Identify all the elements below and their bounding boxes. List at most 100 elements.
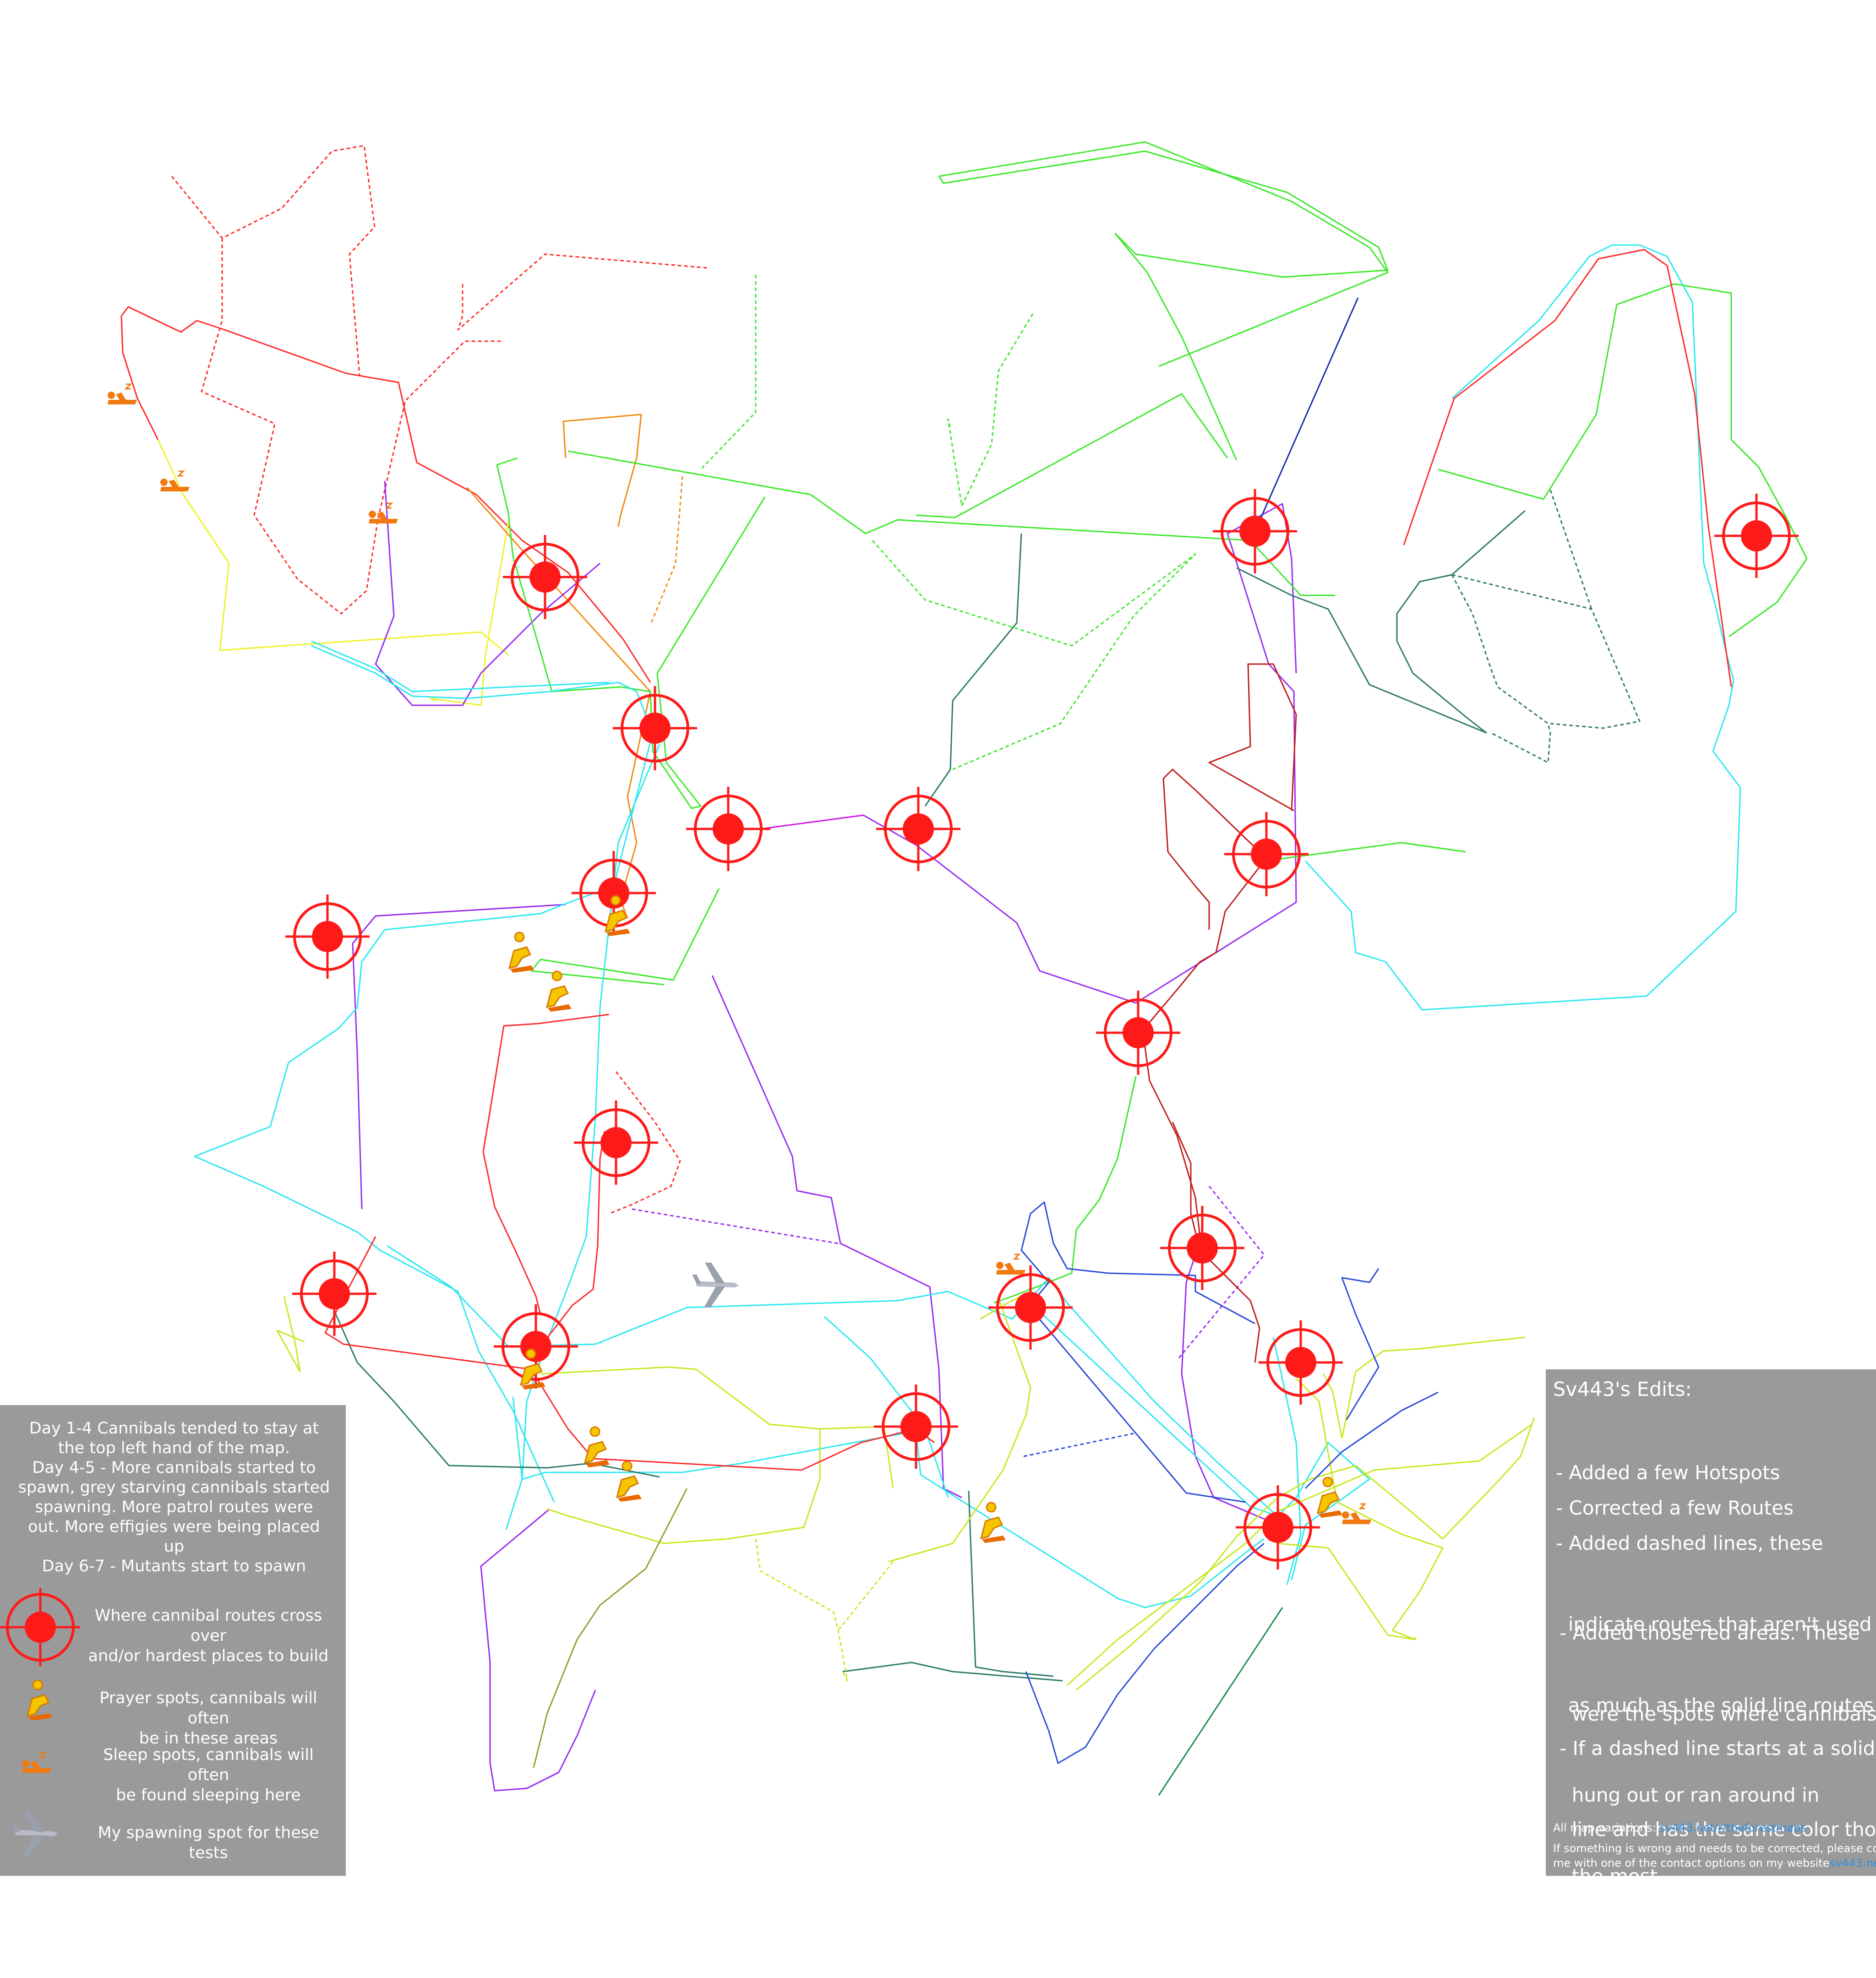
route-purple (480, 1508, 596, 1792)
route-purple (352, 904, 566, 1210)
route-olive (533, 1488, 688, 1768)
route-cyan (311, 640, 610, 692)
route-magenta (760, 814, 864, 830)
route-teal (842, 1662, 1063, 1682)
hotspot-target-icon (874, 1384, 958, 1469)
hotspot-target-icon (1096, 991, 1180, 1075)
days-line: out. More effigies were being placed (28, 1518, 320, 1536)
route-purple-dashed (632, 1208, 839, 1244)
route-cyan (1304, 244, 1741, 1011)
legend-panel: Day 1-4 Cannibals tended to stay at the … (0, 1405, 346, 1876)
route-red (324, 1236, 935, 1471)
route-lime (547, 1429, 821, 1544)
route-red (540, 1131, 605, 1347)
sleep-spot-icon (107, 383, 138, 405)
crosshair-target-icon (0, 1588, 80, 1666)
route-lime (980, 1295, 1022, 1320)
legend-prayer-row: Prayer spots, cannibals will often be in… (0, 1666, 346, 1748)
hotspot-target-icon (285, 894, 370, 979)
prayer-spot-icon (546, 970, 573, 1013)
route-lime-dashed (837, 1561, 894, 1631)
route-darkgreen (1158, 1607, 1283, 1796)
route-green (496, 457, 766, 809)
prayer-spot-icon (584, 1426, 611, 1468)
hotspot-target-icon (876, 787, 960, 871)
route-lime (276, 1296, 305, 1373)
prayer-spot-icon (508, 932, 535, 974)
edits-item: - Corrected a few Routes (1556, 1497, 1794, 1519)
legend-prayer-text: Prayer spots, cannibals will often be in… (99, 1689, 317, 1748)
edits-title: Sv443's Edits: (1553, 1378, 1692, 1401)
route-green (916, 393, 1228, 518)
route-cyan (823, 1316, 949, 1498)
footer-note-1: If something is wrong and needs to be co… (1553, 1842, 1876, 1855)
route-green (567, 450, 1335, 596)
route-darkred (1208, 663, 1297, 812)
route-teal-dashed (1549, 490, 1592, 610)
sleep-spot-icon (995, 1253, 1026, 1275)
prayer-spot-icon (616, 1460, 643, 1503)
hotspot-target-icon (1714, 494, 1799, 578)
legend-hotspot-row: Where cannibal routes cross over and/or … (0, 1588, 346, 1666)
route-teal-dashed (1451, 574, 1551, 763)
map-canvas (107, 141, 1808, 1796)
route-blue (1304, 1391, 1439, 1489)
edits-item: - Added dashed lines, these indicate rou… (1556, 1532, 1874, 1716)
route-green-dashed (947, 313, 1034, 507)
hotspot-target-icon (1160, 1206, 1244, 1290)
website-link[interactable]: sv443.net (1829, 1857, 1876, 1869)
hotspot-target-icon (613, 686, 697, 770)
hotspot-target-icon (292, 1252, 376, 1336)
route-blue-dashed (1023, 1433, 1134, 1457)
route-green (1264, 842, 1466, 862)
route-lime (1295, 1378, 1444, 1640)
hotspot-target-icon (1213, 489, 1297, 573)
route-blue (1025, 1542, 1265, 1764)
footer-note-2: me with one of the contact options on my… (1553, 1856, 1876, 1870)
days-line: Day 1-4 Cannibals tended to stay at (29, 1419, 319, 1438)
route-green (1438, 283, 1808, 638)
route-lime-dashed (755, 1538, 848, 1682)
route-green (938, 150, 1389, 461)
route-darkred (1162, 768, 1258, 930)
route-green-dashed (872, 540, 1196, 770)
legend-spawn-text: My spawning spot for these tests (98, 1824, 319, 1862)
route-navy (1254, 297, 1359, 532)
days-line: spawning. More patrol routes were (35, 1498, 313, 1516)
route-green (993, 1076, 1137, 1304)
route-teal (1236, 510, 1526, 734)
route-teal (968, 1490, 1054, 1677)
days-timeline: Day 1-4 Cannibals tended to stay at the … (14, 1419, 334, 1576)
sleeping-figure-icon (21, 1752, 52, 1774)
route-teal (924, 533, 1022, 806)
route-teal-dashed (1451, 574, 1641, 729)
days-line: the top left hand of the map. (58, 1439, 290, 1457)
edits-panel: Sv443's Edits: - Added a few Hotspots - … (1546, 1369, 1876, 1922)
edits-item: - Added a few Hotspots (1556, 1461, 1780, 1484)
sleep-spot-icon (368, 502, 399, 524)
route-lime (1066, 1423, 1532, 1686)
route-green (530, 888, 720, 986)
route-darkred (1142, 861, 1265, 1237)
days-line: Day 4-5 - More cannibals started to (32, 1459, 316, 1477)
route-red-dashed (171, 145, 376, 376)
route-lime (1323, 1336, 1526, 1439)
variations-link[interactable]: sv443.net/r/theforestmaps (1659, 1821, 1806, 1834)
spawn-airplane-icon (692, 1263, 739, 1308)
route-cyan (512, 1396, 1265, 1608)
prayer-spot-icon (980, 1502, 1007, 1544)
days-line: up (164, 1537, 185, 1556)
route-yellow (430, 522, 509, 706)
route-red-dashed (201, 238, 504, 615)
hotspot-target-icon (574, 1101, 658, 1185)
route-blue (1341, 1268, 1380, 1420)
legend-sleep-row: Sleep spots, cannibals will often be fou… (0, 1726, 346, 1804)
route-cyan (194, 645, 654, 1503)
hotspot-target-icon (1259, 1320, 1343, 1405)
route-red (1403, 249, 1732, 687)
route-green-dashed (700, 275, 757, 470)
footer-variations: All map variations: sv443.net/r/thefores… (1553, 1821, 1806, 1834)
sleep-spot-icon (159, 470, 191, 492)
route-red (482, 1014, 610, 1315)
days-line: Day 6-7 - Mutants start to spawn (42, 1557, 306, 1575)
